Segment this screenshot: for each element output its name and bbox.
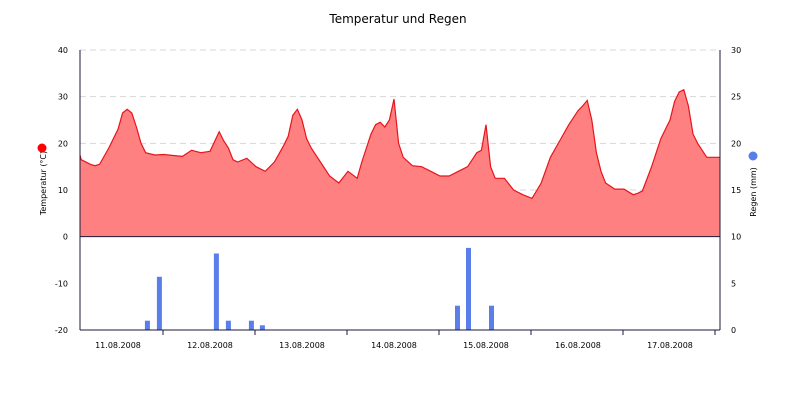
- right-y-tick-label: 30: [731, 46, 741, 55]
- left-y-tick-label: 0: [63, 233, 68, 242]
- left-y-tick-label: 30: [58, 93, 68, 102]
- x-tick-labels: 11.08.2008 12.08.2008 13.08.2008 14.08.2008…: [95, 341, 693, 350]
- x-tick-label: 14.08.2008: [371, 341, 417, 350]
- left-y-tick-label: 10: [58, 186, 68, 195]
- temperature-line: [79, 88, 720, 200]
- right-y-tick-label: 0: [731, 326, 736, 335]
- left-y-tick-label: 20: [58, 139, 68, 148]
- left-y-tick-label: -20: [55, 326, 68, 335]
- left-y-tick-label: 40: [58, 46, 68, 55]
- rain-bar: [455, 305, 460, 330]
- rain-bar: [466, 247, 471, 330]
- red-dot-icon: [37, 143, 47, 153]
- right-y-tick-label: 5: [731, 279, 736, 288]
- rain-bar: [259, 325, 265, 330]
- x-tick-label: 12.08.2008: [187, 341, 233, 350]
- chart-title: Temperatur und Regen: [328, 12, 466, 26]
- temperature-area: [80, 89, 720, 237]
- x-tick-label: 16.08.2008: [555, 341, 601, 350]
- right-y-tick-label: 20: [731, 139, 741, 148]
- x-tick-label: 15.08.2008: [463, 341, 509, 350]
- x-tick-label: 13.08.2008: [279, 341, 325, 350]
- right-y-tick-label: 10: [731, 233, 741, 242]
- right-axis-title: Regen (mm): [749, 167, 758, 217]
- x-tick-label: 17.08.2008: [647, 341, 693, 350]
- rain-series: [144, 247, 494, 330]
- left-y-tick-label: -10: [55, 279, 68, 288]
- axes: [79, 50, 721, 335]
- blue-dot-icon: [748, 151, 758, 161]
- right-y-tick-label: 15: [731, 186, 741, 195]
- temperature-series: [79, 88, 720, 237]
- x-tick-label: 11.08.2008: [95, 341, 141, 350]
- rain-bar: [489, 305, 494, 330]
- rain-bar: [144, 320, 150, 330]
- rain-bar: [213, 253, 219, 330]
- right-y-tick-labels: 0 5 10 15 20 25 30: [731, 46, 741, 335]
- right-y-tick-label: 25: [731, 93, 741, 102]
- left-axis-title: Temperatur (°C): [39, 151, 48, 216]
- rain-bar: [225, 320, 231, 330]
- left-y-tick-labels: -20 -10 0 10 20 30 40: [55, 46, 68, 335]
- rain-bar: [156, 276, 162, 330]
- rain-bar: [248, 320, 254, 330]
